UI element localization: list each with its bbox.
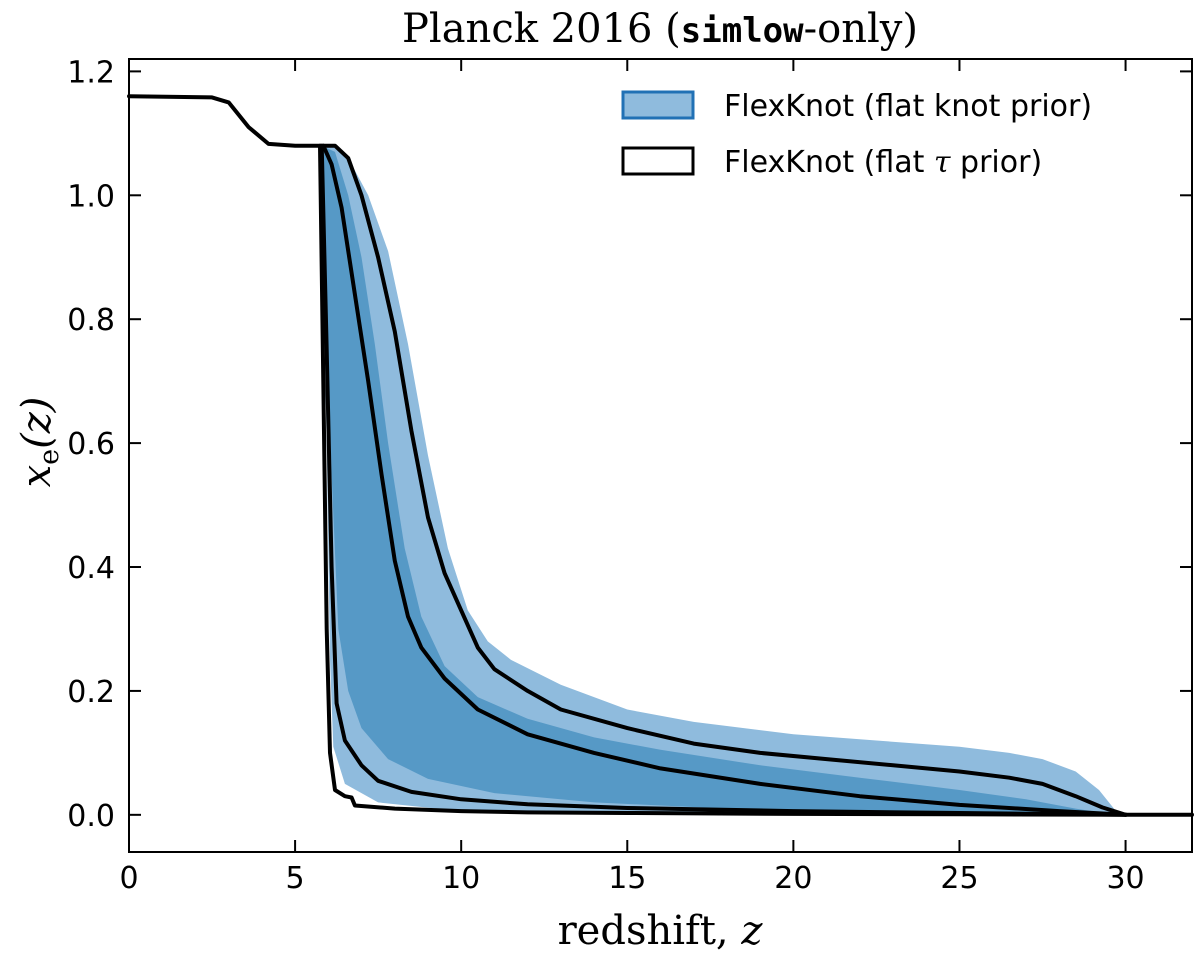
legend-label-tau-suffix: prior) (951, 145, 1043, 180)
x-axis-label: redshift, z (558, 908, 764, 954)
flexknot-flat-tau-prior-outer-upper (127, 94, 1194, 817)
y-axis-label: xe(z) (14, 397, 65, 488)
y-tick-label-1-2: 1.2 (67, 55, 115, 90)
band-layer (320, 145, 1119, 815)
legend-label-tau-prefix: FlexKnot (flat (724, 145, 934, 180)
chart-title: Planck 2016 (simlow-only) (402, 6, 918, 52)
x-tick-label-5: 5 (286, 861, 305, 896)
title-code: simlow (681, 11, 804, 51)
legend-swatch-flat-knot-prior (621, 90, 695, 120)
y-tick-label-1-0: 1.0 (67, 179, 115, 214)
flexknot-flat-tau-prior-inner-lower (319, 143, 1128, 817)
flexknot-flat-knot-prior-inner-band (321, 145, 1116, 815)
flexknot-flat-tau-prior-outer-lower (318, 143, 1128, 817)
y-axis-label-sub: e (34, 449, 65, 465)
legend-label-flat-tau-prior: FlexKnot (flat τ prior) (724, 145, 1042, 180)
legend: FlexKnot (flat knot prior) FlexKnot (fla… (621, 89, 1092, 180)
legend-swatch-flat-tau-prior (621, 146, 695, 176)
x-tick-label-15: 15 (608, 861, 646, 896)
title-suffix: -only) (804, 6, 918, 52)
x-tick-label-30: 30 (1106, 861, 1144, 896)
y-tick-label-0-8: 0.8 (67, 303, 115, 338)
flexknot-flat-tau-prior-inner-upper (321, 143, 1128, 817)
x-tick-label-20: 20 (774, 861, 812, 896)
y-tick-label-0-6: 0.6 (67, 427, 115, 462)
y-axis-label-var: x (14, 465, 60, 488)
x-axis-label-text: redshift, (558, 908, 742, 954)
x-axis-label-var: z (740, 908, 763, 954)
y-tick-label-0-0: 0.0 (67, 799, 115, 834)
tick-layer: 0 5 10 15 20 25 30 0.0 0.2 0.4 0.6 0.8 1.0 1.2 (67, 55, 1192, 896)
title-prefix: Planck 2016 ( (402, 6, 681, 52)
y-tick-label-0-2: 0.2 (67, 675, 115, 710)
y-tick-label-0-4: 0.4 (67, 551, 115, 586)
x-tick-label-25: 25 (940, 861, 978, 896)
y-axis-label-arg: (z) (14, 397, 60, 449)
x-tick-label-10: 10 (442, 861, 480, 896)
legend-label-tau-symbol: τ (934, 145, 951, 180)
x-tick-label-0: 0 (119, 861, 138, 896)
plot-frame (128, 58, 1193, 853)
legend-label-flat-knot-prior: FlexKnot (flat knot prior) (724, 89, 1092, 124)
line-layer (127, 94, 1194, 817)
